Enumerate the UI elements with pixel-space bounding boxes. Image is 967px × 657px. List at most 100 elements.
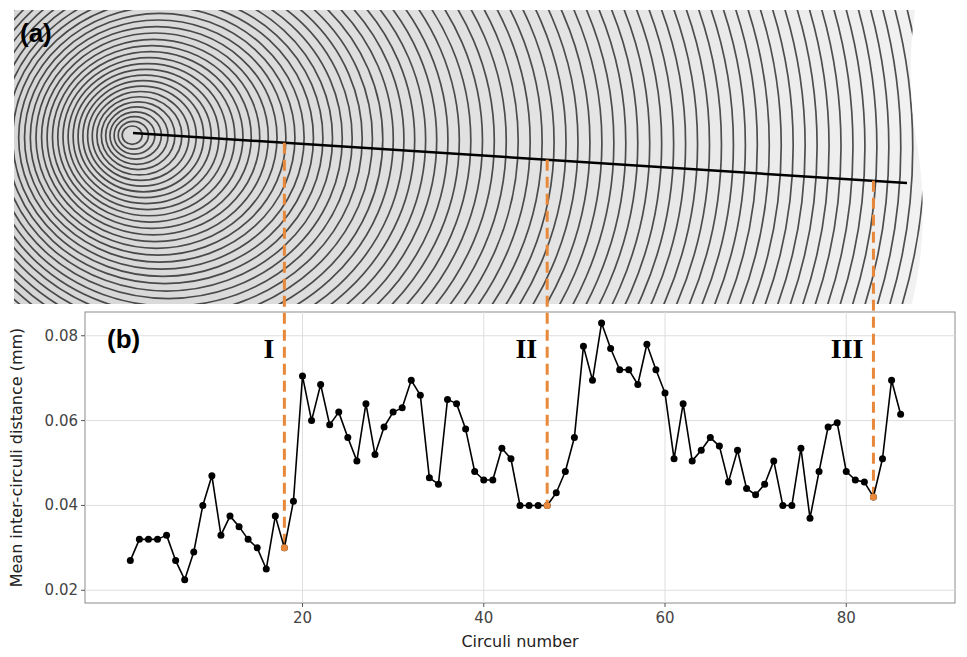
- tick: [302, 603, 303, 607]
- data-point: [734, 447, 741, 454]
- data-point: [317, 381, 324, 388]
- data-point: [190, 549, 197, 556]
- data-point: [290, 498, 297, 505]
- data-point: [145, 536, 152, 543]
- circulus-ridge: [0, 0, 967, 657]
- circulus-ridge: [118, 121, 148, 149]
- data-point: [444, 396, 451, 403]
- circulus-ridge: [0, 0, 352, 306]
- data-point: [208, 472, 215, 479]
- data-point: [199, 502, 206, 509]
- data-point: [897, 411, 904, 418]
- tick: [665, 603, 666, 607]
- circulus-ridge: [58, 52, 243, 222]
- data-point: [807, 515, 814, 522]
- data-point: [825, 423, 832, 430]
- data-point: [326, 421, 333, 428]
- marker-point: [870, 493, 877, 500]
- data-point: [399, 404, 406, 411]
- data-point: [752, 491, 759, 498]
- circulus-ridge: [0, 0, 967, 657]
- data-point: [172, 557, 179, 564]
- tick: [483, 603, 484, 607]
- data-point: [344, 434, 351, 441]
- data-point: [308, 417, 315, 424]
- circulus-ridge: [0, 0, 967, 657]
- circulus-ridge: [0, 0, 967, 657]
- data-point: [263, 566, 270, 573]
- data-point: [471, 468, 478, 475]
- panel-label: (a): [20, 18, 52, 48]
- data-point: [598, 320, 605, 327]
- data-point: [272, 513, 279, 520]
- data-point: [643, 341, 650, 348]
- tick-label: 20: [293, 609, 312, 627]
- tick-label: 40: [474, 609, 493, 627]
- data-point: [743, 485, 750, 492]
- plot-frame: [85, 312, 955, 603]
- data-point: [843, 468, 850, 475]
- data-point: [217, 532, 224, 539]
- circulus-ridge: [0, 0, 967, 657]
- scale-photo: [0, 0, 967, 657]
- data-point: [362, 400, 369, 407]
- tick: [81, 335, 85, 336]
- tick-label: 0.02: [45, 581, 78, 599]
- data-point: [435, 481, 442, 488]
- circulus-ridge: [0, 0, 342, 299]
- data-point: [816, 468, 823, 475]
- circulus-ridge: [0, 0, 415, 354]
- data-point: [163, 532, 170, 539]
- data-point: [462, 426, 469, 433]
- data-point: [879, 455, 886, 462]
- tick-label: 0.04: [45, 496, 78, 514]
- data-point: [725, 479, 732, 486]
- data-point: [716, 443, 723, 450]
- data-point: [227, 513, 234, 520]
- circulus-ridge: [30, 20, 286, 255]
- circulus-ridge: [0, 0, 967, 657]
- data-group: [127, 320, 904, 584]
- grid-line: [85, 590, 955, 591]
- data-point: [652, 366, 659, 373]
- annotation-label: III: [831, 333, 864, 364]
- circulus-ridge: [0, 0, 967, 657]
- data-point: [689, 457, 696, 464]
- boundary-marker: [872, 181, 875, 497]
- circulus-ridge: [1, 0, 333, 291]
- data-point: [680, 400, 687, 407]
- annotation-label: I: [263, 333, 274, 364]
- circulus-ridge: [0, 0, 362, 314]
- data-point: [761, 481, 768, 488]
- data-point: [607, 345, 614, 352]
- tick-label: 60: [655, 609, 674, 627]
- circulus-ridge: [13, 0, 314, 276]
- tick: [81, 590, 85, 591]
- data-point: [517, 502, 524, 509]
- circulus-ridge: [0, 0, 967, 657]
- data-point: [707, 434, 714, 441]
- data-point: [245, 536, 252, 543]
- data-point: [571, 434, 578, 441]
- data-point: [335, 409, 342, 416]
- circulus-ridge: [25, 13, 295, 262]
- data-point: [408, 377, 415, 384]
- data-point: [181, 576, 188, 583]
- data-point: [390, 409, 397, 416]
- panel-label: (b): [107, 324, 140, 354]
- data-point: [834, 419, 841, 426]
- data-point: [544, 502, 551, 509]
- data-point: [154, 536, 161, 543]
- data-point: [372, 451, 379, 458]
- data-point: [770, 457, 777, 464]
- grid-line: [302, 312, 303, 603]
- circulus-ridge: [42, 33, 269, 242]
- marker-point: [544, 502, 551, 509]
- circulus-ridge: [0, 0, 967, 657]
- circulus-ridge: [19, 7, 304, 270]
- data-point: [127, 557, 134, 564]
- data-point: [381, 423, 388, 430]
- data-point: [299, 373, 306, 380]
- data-point: [888, 377, 895, 384]
- data-point: [480, 476, 487, 483]
